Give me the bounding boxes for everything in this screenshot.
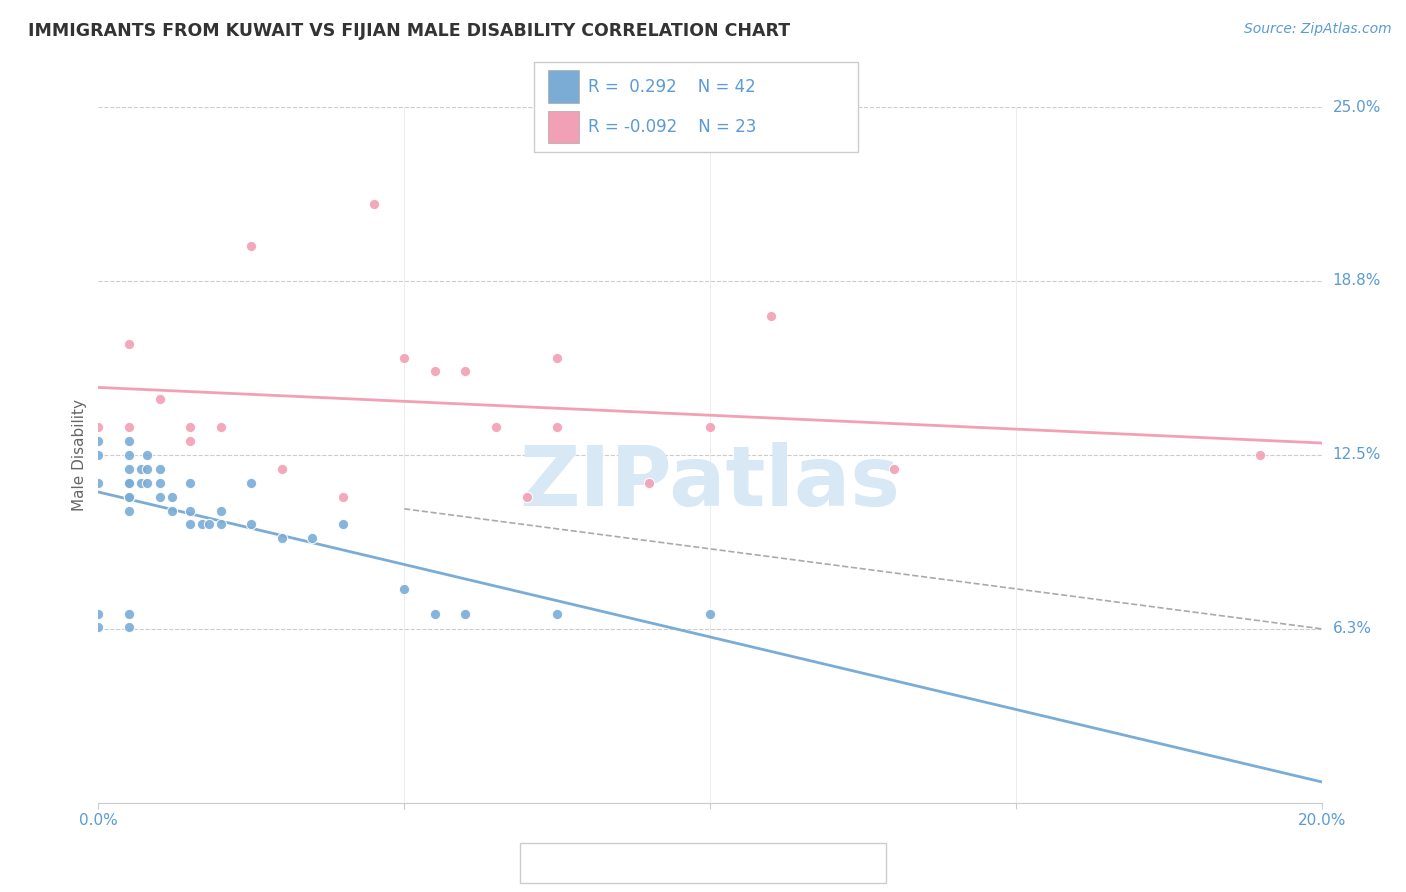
Text: 25.0%: 25.0%	[1333, 100, 1381, 114]
Point	[118, 607, 141, 621]
Point	[209, 517, 232, 532]
Point	[240, 475, 263, 490]
Point	[118, 475, 141, 490]
Point	[240, 517, 263, 532]
Point	[87, 475, 110, 490]
Point	[87, 448, 110, 462]
Y-axis label: Male Disability: Male Disability	[72, 399, 87, 511]
Point	[87, 620, 110, 634]
Point	[270, 462, 292, 476]
Text: R = -0.092    N = 23: R = -0.092 N = 23	[588, 118, 756, 136]
Point	[118, 336, 141, 351]
Point	[136, 448, 159, 462]
Point	[87, 420, 110, 434]
Point	[118, 503, 141, 517]
Point	[179, 517, 201, 532]
Point	[136, 462, 159, 476]
Point	[546, 607, 568, 621]
Point	[87, 434, 110, 448]
Point	[546, 420, 568, 434]
Point	[118, 462, 141, 476]
Text: Fijians: Fijians	[815, 863, 863, 877]
Point	[160, 503, 183, 517]
Point	[179, 503, 201, 517]
Point	[209, 420, 232, 434]
Point	[392, 582, 416, 596]
Point	[240, 239, 263, 253]
Point	[87, 607, 110, 621]
Point	[485, 420, 508, 434]
Point	[454, 607, 477, 621]
Point	[883, 462, 905, 476]
Point	[160, 490, 183, 504]
Point	[454, 364, 477, 378]
Text: ●: ●	[533, 860, 550, 880]
Point	[129, 475, 152, 490]
Point	[118, 420, 141, 434]
Point	[197, 517, 219, 532]
Point	[301, 532, 323, 546]
Text: IMMIGRANTS FROM KUWAIT VS FIJIAN MALE DISABILITY CORRELATION CHART: IMMIGRANTS FROM KUWAIT VS FIJIAN MALE DI…	[28, 22, 790, 40]
Point	[149, 392, 172, 407]
Point	[118, 490, 141, 504]
Point	[118, 434, 141, 448]
Point	[118, 620, 141, 634]
Point	[270, 532, 292, 546]
Point	[136, 475, 159, 490]
Point	[1249, 448, 1271, 462]
Text: 18.8%: 18.8%	[1333, 274, 1381, 288]
Text: ZIPatlas: ZIPatlas	[520, 442, 900, 524]
Point	[699, 420, 721, 434]
Point	[149, 475, 172, 490]
Point	[546, 351, 568, 365]
Text: ●: ●	[786, 860, 803, 880]
Point	[699, 607, 721, 621]
Point	[118, 475, 141, 490]
Point	[332, 517, 354, 532]
Point	[332, 490, 354, 504]
Point	[423, 364, 446, 378]
Text: R =  0.292    N = 42: R = 0.292 N = 42	[588, 78, 755, 95]
Point	[392, 351, 416, 365]
Point	[149, 462, 172, 476]
Point	[516, 490, 538, 504]
Point	[118, 490, 141, 504]
Point	[759, 309, 782, 323]
Point	[179, 420, 201, 434]
Point	[149, 490, 172, 504]
Point	[129, 462, 152, 476]
Text: Source: ZipAtlas.com: Source: ZipAtlas.com	[1244, 22, 1392, 37]
Point	[118, 448, 141, 462]
Point	[637, 475, 661, 490]
Point	[179, 434, 201, 448]
Point	[363, 197, 385, 211]
Point	[423, 607, 446, 621]
Text: Immigrants from Kuwait: Immigrants from Kuwait	[562, 863, 747, 877]
Point	[191, 517, 214, 532]
Text: 6.3%: 6.3%	[1333, 622, 1372, 636]
Text: 12.5%: 12.5%	[1333, 448, 1381, 462]
Point	[209, 503, 232, 517]
Point	[179, 475, 201, 490]
